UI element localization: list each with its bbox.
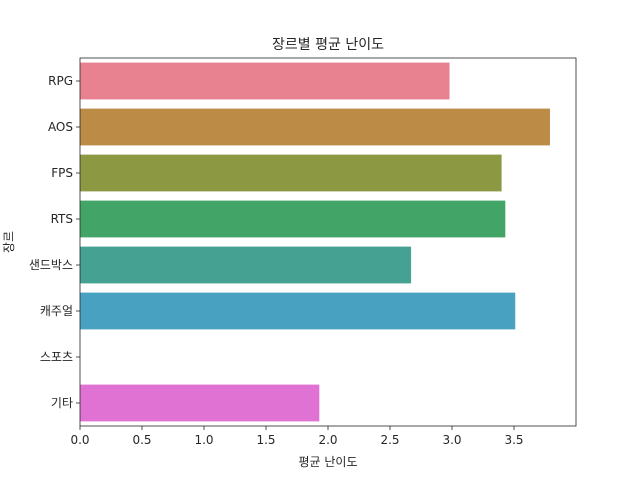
bar — [80, 63, 450, 100]
y-tick-label: FPS — [51, 166, 73, 180]
y-axis-label: 장르 — [2, 231, 16, 253]
y-tick-label: AOS — [48, 120, 73, 134]
bar — [80, 109, 550, 146]
bar — [80, 201, 505, 238]
x-tick-label: 0.0 — [70, 433, 89, 447]
chart-title: 장르별 평균 난이도 — [272, 37, 384, 53]
x-axis-ticks: 0.0 0.5 1.0 1.5 2.0 2.5 3.0 3.5 — [70, 426, 523, 447]
y-tick-label: RPG — [48, 74, 73, 88]
y-tick-label: RTS — [51, 212, 73, 226]
y-tick-label: 기타 — [51, 396, 73, 410]
x-tick-label: 1.0 — [194, 433, 213, 447]
x-tick-label: 3.5 — [504, 433, 523, 447]
x-tick-label: 0.5 — [132, 433, 151, 447]
bar — [80, 293, 515, 330]
y-tick-label: 캐주얼 — [40, 304, 73, 318]
x-tick-label: 3.0 — [442, 433, 461, 447]
x-axis-label: 평균 난이도 — [298, 455, 357, 469]
y-tick-label: 스포츠 — [40, 350, 73, 364]
bar — [80, 247, 411, 284]
bars — [80, 63, 550, 422]
x-tick-label: 2.0 — [318, 433, 337, 447]
y-tick-label: 샌드박스 — [29, 258, 73, 272]
bar — [80, 385, 319, 422]
x-tick-label: 2.5 — [380, 433, 399, 447]
bar — [80, 155, 502, 192]
x-tick-label: 1.5 — [256, 433, 275, 447]
